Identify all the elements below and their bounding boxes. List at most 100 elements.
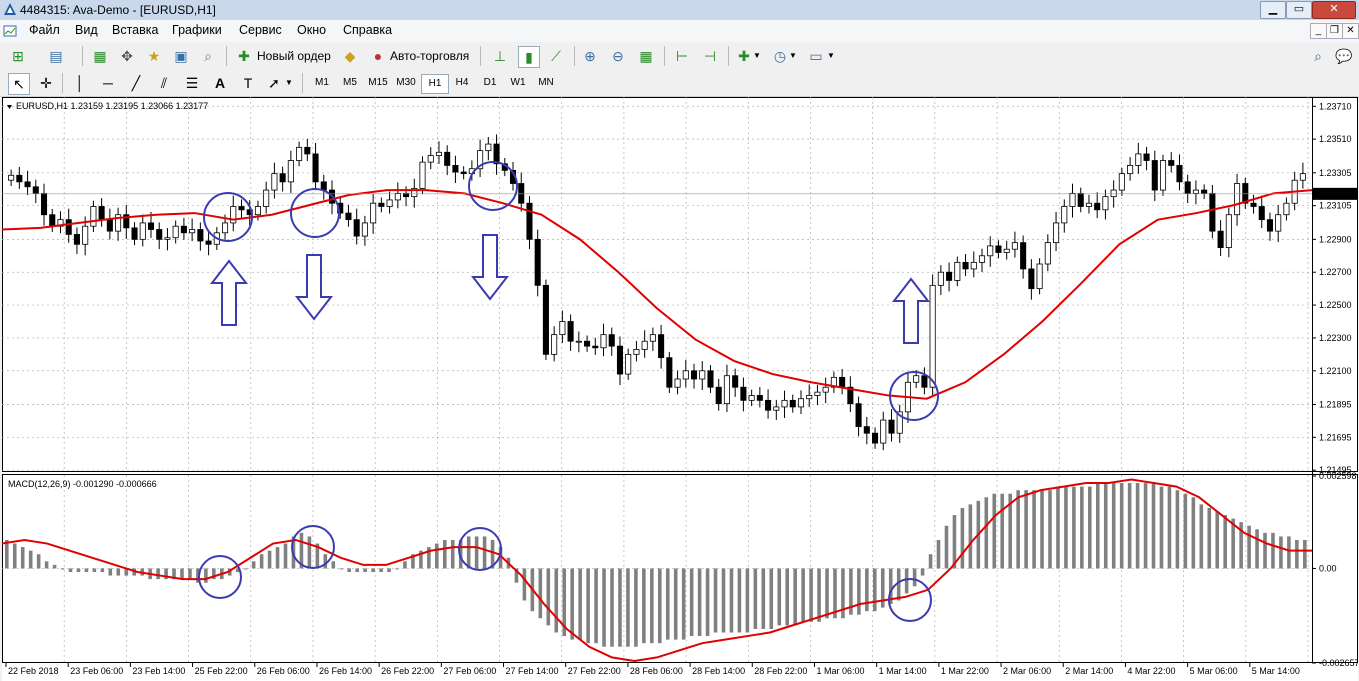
macd-tick-label: 0.00 xyxy=(1319,563,1337,573)
candle xyxy=(164,228,171,251)
zoom-in-icon[interactable]: ⊕ xyxy=(584,48,596,64)
menu-tools[interactable]: Сервис xyxy=(239,23,282,37)
macd-histogram-bar xyxy=(936,539,941,569)
candle-body xyxy=(723,375,730,405)
menu-charts[interactable]: Графики xyxy=(172,23,222,37)
candle-body xyxy=(1127,165,1134,175)
line-chart-icon[interactable]: ⟋ xyxy=(551,48,561,64)
auto-trading-icon[interactable]: ● xyxy=(373,48,383,64)
time-tick-label: 27 Feb 06:00 xyxy=(443,666,496,676)
periodicity-clock-icon[interactable]: ◷ xyxy=(773,48,787,64)
macd-histogram-bar xyxy=(522,568,527,601)
maximize-button[interactable]: ▭ xyxy=(1286,1,1312,19)
macd-histogram-bar xyxy=(371,568,375,573)
minimize-button[interactable]: ▁ xyxy=(1260,1,1286,19)
candle-body xyxy=(271,173,278,191)
templates-icon[interactable]: ▭ xyxy=(809,48,823,64)
dropdown-arrow-icon[interactable]: ▼ xyxy=(285,78,293,87)
close-button[interactable]: ✕ xyxy=(1312,1,1356,19)
candle-body xyxy=(1110,189,1117,198)
strategy-tester-icon[interactable]: ⌕ xyxy=(204,48,212,64)
timeframe-h1[interactable]: H1 xyxy=(421,74,449,94)
new-chart-icon[interactable]: ⊞ xyxy=(12,48,24,64)
candle-body xyxy=(493,143,500,165)
macd-histogram-bar xyxy=(1064,486,1068,569)
mdi-minimize-button[interactable]: _ xyxy=(1310,23,1327,39)
crosshair-icon[interactable]: ✛ xyxy=(40,75,52,91)
candle xyxy=(49,208,56,232)
timeframe-m5[interactable]: M5 xyxy=(343,77,357,88)
vertical-line-icon[interactable]: │ xyxy=(75,75,85,91)
profiles-icon[interactable]: ▤ xyxy=(49,48,63,64)
search-icon[interactable]: ⌕ xyxy=(1314,48,1322,64)
candle xyxy=(855,396,862,437)
mdi-close-button[interactable]: ✕ xyxy=(1342,23,1359,39)
auto-trading-button[interactable]: Авто-торговля xyxy=(390,49,470,63)
candle-body xyxy=(180,225,187,234)
chart-canvas[interactable]: 1.23710 1.23510 1.23305 1.23105 1.22900 1.227… xyxy=(2,97,1358,681)
candle xyxy=(205,231,212,256)
timeframe-w1[interactable]: W1 xyxy=(510,77,526,88)
timeframe-m30[interactable]: M30 xyxy=(396,77,416,88)
chart-window[interactable]: 1.23710 1.23510 1.23305 1.23105 1.22900 1.227… xyxy=(2,97,1358,681)
autoscroll-icon[interactable]: ⊣ xyxy=(703,48,717,64)
mdi-restore-button[interactable]: ❐ xyxy=(1326,23,1343,39)
dropdown-arrow-icon[interactable]: ▼ xyxy=(827,51,835,60)
navigator-icon[interactable]: ★ xyxy=(147,48,161,64)
chat-icon[interactable]: 💬 xyxy=(1335,48,1353,64)
candle xyxy=(814,385,821,406)
candle xyxy=(625,348,632,380)
timeframe-h4[interactable]: H4 xyxy=(455,77,469,88)
timeframe-m15[interactable]: M15 xyxy=(368,77,388,88)
menu-view[interactable]: Вид xyxy=(75,23,98,37)
timeframe-mn[interactable]: MN xyxy=(538,77,554,88)
fibonacci-icon[interactable]: ☰ xyxy=(185,75,199,91)
candle-body xyxy=(962,261,969,270)
bar-chart-icon[interactable]: ⊥ xyxy=(493,48,507,64)
arrows-icon[interactable]: ➚ xyxy=(268,75,280,91)
chart-shift-icon[interactable]: ⊢ xyxy=(675,48,689,64)
dropdown-arrow-icon[interactable]: ▼ xyxy=(753,51,761,60)
trendline-icon[interactable]: ╱ xyxy=(131,75,141,91)
tile-windows-icon[interactable]: ▦ xyxy=(639,48,653,64)
candle-body xyxy=(238,206,245,211)
dropdown-arrow-icon[interactable]: ▼ xyxy=(789,51,797,60)
candlestick-chart-icon[interactable]: ▮ xyxy=(518,46,540,68)
zoom-out-icon[interactable]: ⊖ xyxy=(612,48,624,64)
new-order-icon[interactable]: ✚ xyxy=(238,48,250,64)
data-window-icon[interactable]: ✥ xyxy=(121,48,133,64)
indicators-icon[interactable]: ✚ xyxy=(738,48,750,64)
text-icon[interactable]: A xyxy=(214,75,226,91)
new-order-button[interactable]: Новый ордер xyxy=(257,49,331,63)
timeframe-d1[interactable]: D1 xyxy=(483,77,497,88)
equidistant-channel-icon[interactable]: ⫽ xyxy=(160,75,168,91)
candle xyxy=(16,166,23,189)
text-label-icon[interactable]: T xyxy=(243,75,253,91)
menu-window[interactable]: Окно xyxy=(297,23,327,37)
candle-body xyxy=(913,375,920,383)
menu-help[interactable]: Справка xyxy=(343,23,393,37)
standard-toolbar: ⊞ ▤ ▦ ✥ ★ ▣ ⌕ ✚ Новый ордер ◆ ● Авто-тор… xyxy=(0,42,1359,71)
market-watch-icon[interactable]: ▦ xyxy=(93,48,107,64)
candle-body xyxy=(403,192,410,198)
time-tick-label: 27 Feb 14:00 xyxy=(506,666,559,676)
macd-histogram-bar xyxy=(1255,529,1259,569)
timeframe-m1[interactable]: M1 xyxy=(315,77,329,88)
candle xyxy=(1209,184,1216,239)
menu-file[interactable]: Файл xyxy=(29,23,60,37)
terminal-icon[interactable]: ▣ xyxy=(174,48,188,64)
window-title: 4484315: Ava-Demo - [EURUSD,H1] xyxy=(20,3,216,17)
cursor-icon[interactable]: ↖ xyxy=(8,73,30,95)
macd-histogram-bar xyxy=(713,568,718,633)
candle xyxy=(1275,205,1282,243)
candle-body xyxy=(24,181,31,188)
macd-histogram-bar xyxy=(904,568,909,594)
macd-histogram-bar xyxy=(880,568,885,608)
metaeditor-icon[interactable]: ◆ xyxy=(344,48,356,64)
arrow-down-annotation xyxy=(470,234,510,301)
horizontal-line-icon[interactable]: ─ xyxy=(103,75,113,91)
menu-insert[interactable]: Вставка xyxy=(112,23,159,37)
candle xyxy=(411,178,418,208)
candle-body xyxy=(222,222,229,234)
candle xyxy=(600,323,607,357)
